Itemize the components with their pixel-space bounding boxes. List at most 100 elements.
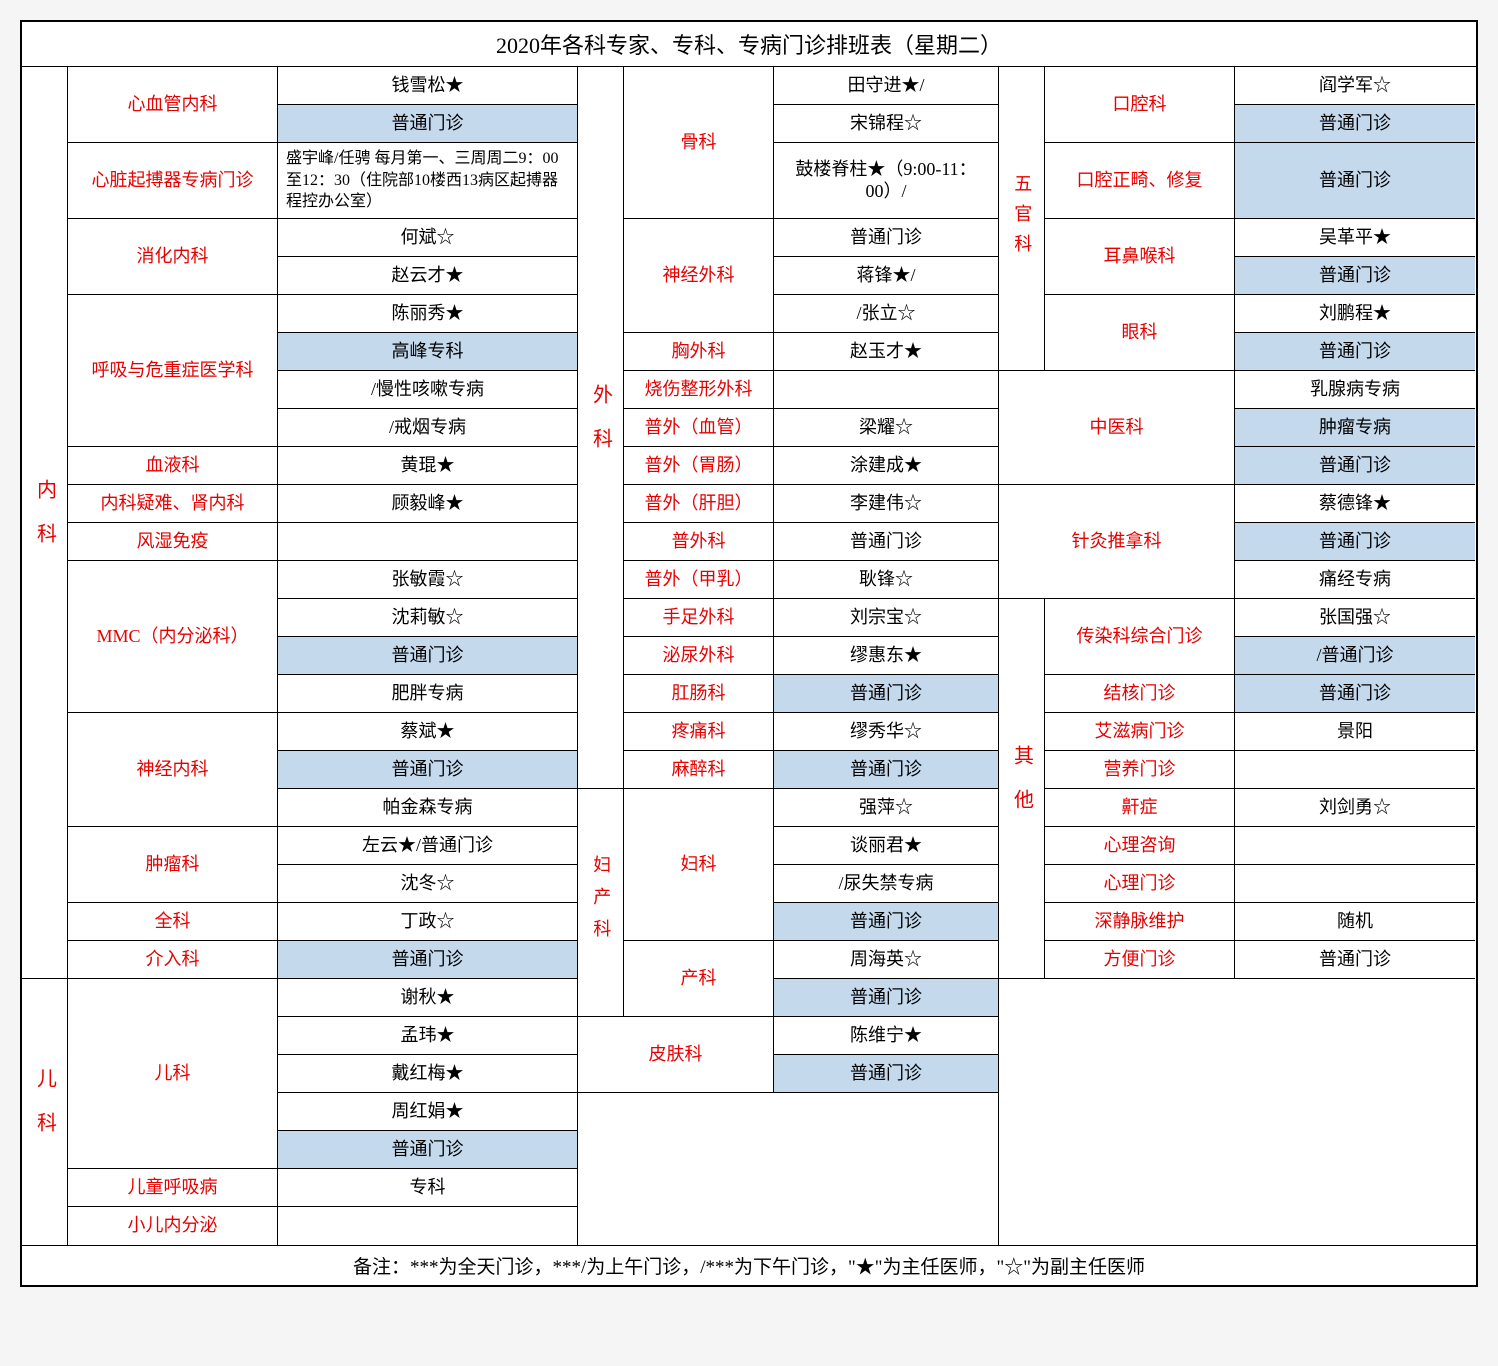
value-cell: 陈丽秀★ <box>278 295 578 333</box>
dept-cell: 心理门诊 <box>1045 865 1235 903</box>
value-cell <box>278 1207 578 1245</box>
dept-cell: 心血管内科 <box>68 67 278 143</box>
value-cell: 帕金森专病 <box>278 789 578 827</box>
table-footer: 备注：***为全天门诊，***/为上午门诊，/***为下午门诊，"★"为主任医师… <box>22 1245 1476 1285</box>
value-cell: 丁政☆ <box>278 903 578 941</box>
dept-cell: 眼科 <box>1045 295 1235 371</box>
table-title: 2020年各科专家、专科、专病门诊排班表（星期二） <box>22 22 1476 67</box>
dept-cell: 小儿内分泌 <box>68 1207 278 1245</box>
dept-cell: 普外（血管） <box>624 409 774 447</box>
value-cell: 普通门诊 <box>1235 105 1475 143</box>
dept-cell: 耳鼻喉科 <box>1045 219 1235 295</box>
value-cell: 涂建成★ <box>774 447 999 485</box>
value-cell: 普通门诊 <box>774 751 999 789</box>
value-cell: 戴红梅★ <box>278 1055 578 1093</box>
value-cell: 吴革平★ <box>1235 219 1475 257</box>
value-cell: 谈丽君★ <box>774 827 999 865</box>
value-cell: 乳腺病专病 <box>1235 371 1475 409</box>
value-cell <box>1235 751 1475 789</box>
value-cell: 普通门诊 <box>1235 941 1475 979</box>
dept-cell: 疼痛科 <box>624 713 774 751</box>
dept-cell: 消化内科 <box>68 219 278 295</box>
blank-region-2 <box>578 1093 999 1245</box>
section-waike2: 外科 <box>578 67 624 789</box>
value-cell: 耿锋☆ <box>774 561 999 599</box>
dept-cell: 呼吸与危重症医学科 <box>68 295 278 447</box>
dept-cell: 儿童呼吸病 <box>68 1169 278 1207</box>
value-cell: 蔡德锋★ <box>1235 485 1475 523</box>
blank-region <box>999 979 1475 1245</box>
dept-cell: 内科疑难、肾内科 <box>68 485 278 523</box>
value-cell: 普通门诊 <box>1235 523 1475 561</box>
value-cell: 刘宗宝☆ <box>774 599 999 637</box>
dept-cell: 普外（甲乳） <box>624 561 774 599</box>
value-cell: 普通门诊 <box>774 1055 999 1093</box>
value-cell <box>1235 865 1475 903</box>
value-cell: 左云★/普通门诊 <box>278 827 578 865</box>
value-cell: 宋锦程☆ <box>774 105 999 143</box>
value-cell <box>774 371 999 409</box>
value-cell: 刘剑勇☆ <box>1235 789 1475 827</box>
schedule-table: 2020年各科专家、专科、专病门诊排班表（星期二） 内科儿科外科妇产科皮肤科五官… <box>20 20 1478 1287</box>
section-erke2: 儿科 <box>22 979 68 1245</box>
value-cell: /尿失禁专病 <box>774 865 999 903</box>
dept-cell: 传染科综合门诊 <box>1045 599 1235 675</box>
value-cell: 鼓楼脊柱★（9:00-11：00）/ <box>774 143 999 219</box>
value-cell: 赵云才★ <box>278 257 578 295</box>
dept-cell: 普外（肝胆） <box>624 485 774 523</box>
dept-cell: 儿科 <box>68 979 278 1169</box>
dept-cell: 心脏起搏器专病门诊 <box>68 143 278 219</box>
value-cell: 张国强☆ <box>1235 599 1475 637</box>
value-cell: /张立☆ <box>774 295 999 333</box>
value-cell: 肿瘤专病 <box>1235 409 1475 447</box>
value-cell: 田守进★/ <box>774 67 999 105</box>
dept-cell: 心理咨询 <box>1045 827 1235 865</box>
value-cell: 普通门诊 <box>278 105 578 143</box>
value-cell: 刘鹏程★ <box>1235 295 1475 333</box>
dept-cell: 方便门诊 <box>1045 941 1235 979</box>
value-cell: 普通门诊 <box>1235 333 1475 371</box>
value-cell: 普通门诊 <box>278 941 578 979</box>
section-wuguan2: 五官科 <box>999 67 1045 371</box>
value-cell: 钱雪松★ <box>278 67 578 105</box>
dept-cell: 烧伤整形外科 <box>624 371 774 409</box>
dept-cell: 普外科 <box>624 523 774 561</box>
dept-cell: 肛肠科 <box>624 675 774 713</box>
dept-cell: 口腔科 <box>1045 67 1235 143</box>
dept-cell: 普外（胃肠） <box>624 447 774 485</box>
value-cell: /戒烟专病 <box>278 409 578 447</box>
dept-cell: 产科 <box>624 941 774 1017</box>
value-cell: 何斌☆ <box>278 219 578 257</box>
section-neike2: 内科 <box>22 67 68 979</box>
dept-cell: 胸外科 <box>624 333 774 371</box>
dept-cell: 鼾症 <box>1045 789 1235 827</box>
value-cell: 谢秋★ <box>278 979 578 1017</box>
value-cell: 普通门诊 <box>774 979 999 1017</box>
dept-cell: 血液科 <box>68 447 278 485</box>
dept-cell: 营养门诊 <box>1045 751 1235 789</box>
dept-cell: 深静脉维护 <box>1045 903 1235 941</box>
value-cell: 沈冬☆ <box>278 865 578 903</box>
dept-cell: 口腔正畸、修复 <box>1045 143 1235 219</box>
dept-cell: 神经外科 <box>624 219 774 333</box>
value-cell: 普通门诊 <box>774 219 999 257</box>
dept-cell: 骨科 <box>624 67 774 219</box>
dept-cell: 风湿免疫 <box>68 523 278 561</box>
value-cell: 缪秀华☆ <box>774 713 999 751</box>
value-cell: 景阳 <box>1235 713 1475 751</box>
dept-cell: 介入科 <box>68 941 278 979</box>
value-cell: 普通门诊 <box>1235 675 1475 713</box>
value-cell: 阎学军☆ <box>1235 67 1475 105</box>
dept-pifu: 皮肤科 <box>578 1017 774 1093</box>
dept-zhongyi2: 中医科 <box>999 371 1235 485</box>
value-cell: 陈维宁★ <box>774 1017 999 1055</box>
value-cell: 顾毅峰★ <box>278 485 578 523</box>
value-cell: /慢性咳嗽专病 <box>278 371 578 409</box>
dept-cell: 妇科 <box>624 789 774 941</box>
dept-cell: 泌尿外科 <box>624 637 774 675</box>
value-cell: 孟玮★ <box>278 1017 578 1055</box>
value-cell: 沈莉敏☆ <box>278 599 578 637</box>
value-cell: 普通门诊 <box>278 1131 578 1169</box>
dept-cell: 艾滋病门诊 <box>1045 713 1235 751</box>
value-cell: 普通门诊 <box>1235 447 1475 485</box>
